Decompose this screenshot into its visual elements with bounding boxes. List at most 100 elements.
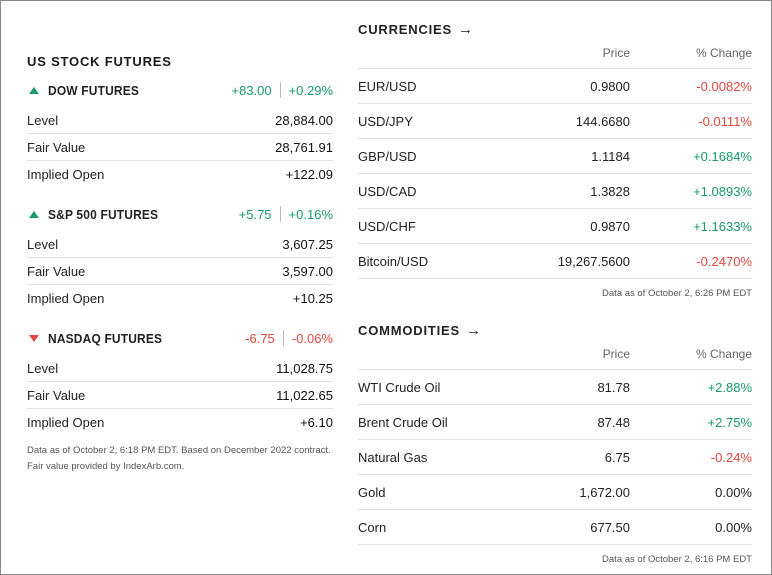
row-change: +1.0893% bbox=[693, 183, 752, 199]
row-label: Level bbox=[27, 360, 59, 376]
row-value: 11,028.75 bbox=[276, 360, 333, 376]
commodities-header: Price % Change bbox=[358, 339, 752, 370]
futures-change: -6.75 -0.06% bbox=[245, 330, 333, 346]
futures-change: +5.75 +0.16% bbox=[239, 206, 333, 222]
column-header-price: Price bbox=[602, 347, 630, 361]
table-row[interactable]: WTI Crude Oil 81.78 +2.88% bbox=[358, 370, 752, 405]
row-change: 0.00% bbox=[715, 484, 752, 500]
futures-header: NASDAQ FUTURES -6.75 -0.06% bbox=[27, 327, 333, 349]
row-name: Natural Gas bbox=[358, 449, 428, 465]
table-row[interactable]: USD/JPY 144.6680 -0.0111% bbox=[358, 104, 752, 139]
row-value: +122.09 bbox=[285, 166, 333, 182]
futures-change-value: +5.75 bbox=[238, 206, 272, 222]
row-label: Fair Value bbox=[27, 139, 86, 155]
futures-row: Fair Value 28,761.91 bbox=[27, 134, 333, 161]
row-price: 1.1184 bbox=[591, 148, 630, 164]
arrow-right-icon: → bbox=[457, 20, 474, 38]
futures-name[interactable]: S&P 500 FUTURES bbox=[48, 206, 159, 222]
row-label: Level bbox=[27, 112, 59, 128]
row-value: 11,022.65 bbox=[276, 387, 333, 403]
futures-row: Implied Open +122.09 bbox=[27, 161, 333, 187]
row-price: 0.9870 bbox=[590, 218, 630, 234]
table-row[interactable]: USD/CAD 1.3828 +1.0893% bbox=[358, 174, 752, 209]
futures-row: Fair Value 11,022.65 bbox=[27, 382, 333, 409]
futures-row: Implied Open +10.25 bbox=[27, 285, 333, 311]
commodities-title-link[interactable]: COMMODITIES → bbox=[358, 321, 752, 339]
column-header-price: Price bbox=[602, 46, 630, 60]
futures-header: S&P 500 FUTURES +5.75 +0.16% bbox=[27, 203, 333, 225]
table-row[interactable]: Gold 1,672.00 0.00% bbox=[358, 475, 752, 510]
futures-change-value: -6.75 bbox=[245, 330, 275, 346]
divider bbox=[279, 82, 281, 98]
futures-change: +83.00 +0.29% bbox=[231, 82, 333, 98]
column-header-change: % Change bbox=[695, 46, 752, 60]
row-label: Implied Open bbox=[27, 414, 105, 430]
row-change: -0.2470% bbox=[696, 253, 752, 269]
futures-block-dow: DOW FUTURES +83.00 +0.29% Level 28,884.0… bbox=[27, 79, 333, 187]
futures-row: Level 28,884.00 bbox=[27, 107, 333, 134]
currencies-title: CURRENCIES bbox=[358, 21, 452, 37]
futures-panel: US STOCK FUTURES DOW FUTURES +83.00 +0.2… bbox=[27, 54, 333, 475]
futures-name[interactable]: NASDAQ FUTURES bbox=[48, 330, 163, 346]
row-price: 677.50 bbox=[590, 519, 630, 535]
row-change: -0.0082% bbox=[696, 78, 752, 94]
table-row[interactable]: Corn 677.50 0.00% bbox=[358, 510, 752, 545]
currencies-header: Price % Change bbox=[358, 38, 752, 69]
triangle-down-icon bbox=[29, 334, 39, 342]
commodities-title: COMMODITIES bbox=[358, 322, 460, 338]
triangle-up-icon bbox=[29, 86, 39, 94]
row-change: +2.88% bbox=[707, 379, 752, 395]
currencies-table: EUR/USD 0.9800 -0.0082% USD/JPY 144.6680 -0.0… bbox=[358, 69, 752, 279]
row-name: USD/CAD bbox=[358, 183, 417, 199]
row-value: 3,607.25 bbox=[282, 236, 333, 252]
row-label: Implied Open bbox=[27, 166, 105, 182]
row-label: Implied Open bbox=[27, 290, 105, 306]
row-name: Gold bbox=[358, 484, 386, 500]
futures-name[interactable]: DOW FUTURES bbox=[48, 82, 140, 98]
table-row[interactable]: EUR/USD 0.9800 -0.0082% bbox=[358, 69, 752, 104]
currencies-title-link[interactable]: CURRENCIES → bbox=[358, 20, 752, 38]
row-price: 1,672.00 bbox=[579, 484, 630, 500]
row-name: USD/CHF bbox=[358, 218, 416, 234]
table-row[interactable]: GBP/USD 1.1184 +0.1684% bbox=[358, 139, 752, 174]
row-price: 19,267.5600 bbox=[557, 253, 630, 269]
row-label: Level bbox=[27, 236, 59, 252]
currencies-note: Data as of October 2, 6:26 PM EDT bbox=[602, 288, 752, 299]
row-value: 28,884.00 bbox=[275, 112, 333, 128]
row-price: 81.78 bbox=[597, 379, 630, 395]
futures-title: US STOCK FUTURES bbox=[27, 54, 172, 69]
arrow-right-icon: → bbox=[465, 321, 482, 339]
row-name: Brent Crude Oil bbox=[358, 414, 448, 430]
triangle-up-icon bbox=[29, 210, 39, 218]
commodities-note: Data as of October 2, 6:16 PM EDT bbox=[602, 554, 752, 565]
markets-panel: CURRENCIES → Price % Change EUR/USD 0.980… bbox=[358, 20, 752, 575]
futures-change-value: +83.00 bbox=[231, 82, 272, 98]
futures-row: Level 11,028.75 bbox=[27, 355, 333, 382]
row-change: +2.75% bbox=[707, 414, 752, 430]
row-value: +10.25 bbox=[292, 290, 333, 306]
row-change: +0.1684% bbox=[693, 148, 752, 164]
table-row[interactable]: Natural Gas 6.75 -0.24% bbox=[358, 440, 752, 475]
row-name: EUR/USD bbox=[358, 78, 417, 94]
futures-row: Level 3,607.25 bbox=[27, 231, 333, 258]
row-label: Fair Value bbox=[27, 387, 86, 403]
row-price: 0.9800 bbox=[590, 78, 630, 94]
row-price: 6.75 bbox=[604, 449, 630, 465]
futures-change-pct: +0.29% bbox=[288, 82, 333, 98]
futures-change-pct: -0.06% bbox=[291, 330, 333, 346]
row-change: -0.24% bbox=[710, 449, 752, 465]
commodities-table: WTI Crude Oil 81.78 +2.88% Brent Crude Oil 8… bbox=[358, 370, 752, 545]
row-value: 28,761.91 bbox=[275, 139, 333, 155]
row-name: GBP/USD bbox=[358, 148, 417, 164]
row-value: +6.10 bbox=[300, 414, 333, 430]
futures-row: Fair Value 3,597.00 bbox=[27, 258, 333, 285]
futures-change-pct: +0.16% bbox=[288, 206, 333, 222]
futures-block-sp500: S&P 500 FUTURES +5.75 +0.16% Level 3,607… bbox=[27, 203, 333, 311]
table-row[interactable]: USD/CHF 0.9870 +1.1633% bbox=[358, 209, 752, 244]
row-price: 1.3828 bbox=[590, 183, 630, 199]
table-row[interactable]: Brent Crude Oil 87.48 +2.75% bbox=[358, 405, 752, 440]
table-row[interactable]: Bitcoin/USD 19,267.5600 -0.2470% bbox=[358, 244, 752, 279]
row-name: Bitcoin/USD bbox=[358, 253, 429, 269]
row-change: +1.1633% bbox=[693, 218, 752, 234]
row-value: 3,597.00 bbox=[282, 263, 333, 279]
